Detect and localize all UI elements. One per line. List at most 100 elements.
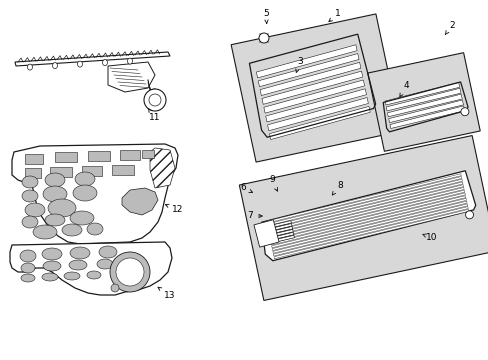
Polygon shape xyxy=(12,144,178,244)
Text: 13: 13 xyxy=(158,287,175,301)
Ellipse shape xyxy=(25,203,45,217)
Polygon shape xyxy=(266,176,461,226)
Polygon shape xyxy=(256,45,356,78)
Ellipse shape xyxy=(45,173,65,187)
Polygon shape xyxy=(270,193,465,242)
Circle shape xyxy=(460,108,468,116)
Text: 5: 5 xyxy=(263,9,268,23)
Ellipse shape xyxy=(22,176,38,188)
Ellipse shape xyxy=(77,61,82,67)
Polygon shape xyxy=(239,136,488,301)
Polygon shape xyxy=(262,71,362,104)
Ellipse shape xyxy=(52,63,58,69)
Bar xyxy=(112,165,134,175)
Text: 1: 1 xyxy=(328,9,340,22)
Ellipse shape xyxy=(22,216,38,228)
Circle shape xyxy=(465,211,472,219)
Polygon shape xyxy=(266,174,460,223)
Ellipse shape xyxy=(27,64,32,70)
Text: 4: 4 xyxy=(399,81,408,97)
Ellipse shape xyxy=(87,271,101,279)
Ellipse shape xyxy=(21,274,35,282)
Bar xyxy=(50,167,72,177)
Ellipse shape xyxy=(64,272,80,280)
Polygon shape xyxy=(270,235,294,243)
Polygon shape xyxy=(267,224,291,231)
Bar xyxy=(25,168,41,178)
Polygon shape xyxy=(258,54,358,87)
Ellipse shape xyxy=(87,223,103,235)
Polygon shape xyxy=(386,94,461,117)
Polygon shape xyxy=(272,201,466,251)
Polygon shape xyxy=(253,220,279,247)
Text: 11: 11 xyxy=(148,108,161,122)
Ellipse shape xyxy=(70,247,90,259)
Bar xyxy=(88,151,110,161)
Bar xyxy=(55,152,77,162)
Ellipse shape xyxy=(33,225,57,239)
Polygon shape xyxy=(10,242,172,295)
Bar xyxy=(120,150,140,160)
Ellipse shape xyxy=(42,248,62,260)
Text: 6: 6 xyxy=(240,184,252,193)
Ellipse shape xyxy=(43,261,61,271)
Ellipse shape xyxy=(62,224,82,236)
Polygon shape xyxy=(269,232,293,240)
Polygon shape xyxy=(150,148,175,188)
Polygon shape xyxy=(272,204,467,253)
Polygon shape xyxy=(267,179,462,229)
Polygon shape xyxy=(108,62,155,92)
Text: 12: 12 xyxy=(165,204,183,215)
Polygon shape xyxy=(268,185,463,234)
Bar xyxy=(142,150,154,158)
Ellipse shape xyxy=(43,186,67,202)
Polygon shape xyxy=(122,188,158,215)
Ellipse shape xyxy=(97,259,113,269)
Polygon shape xyxy=(267,221,291,229)
Ellipse shape xyxy=(75,172,95,186)
Polygon shape xyxy=(270,195,465,245)
Circle shape xyxy=(149,94,161,106)
Polygon shape xyxy=(384,82,459,105)
Polygon shape xyxy=(260,62,360,95)
Polygon shape xyxy=(273,209,468,259)
Polygon shape xyxy=(267,182,462,231)
Polygon shape xyxy=(261,171,475,261)
Ellipse shape xyxy=(21,263,35,273)
Ellipse shape xyxy=(73,185,97,201)
Polygon shape xyxy=(269,107,369,140)
Circle shape xyxy=(259,33,268,43)
Ellipse shape xyxy=(48,199,76,217)
Polygon shape xyxy=(273,207,468,256)
Text: 2: 2 xyxy=(445,21,454,35)
Text: 3: 3 xyxy=(295,58,302,72)
Polygon shape xyxy=(264,80,364,113)
Polygon shape xyxy=(269,229,293,237)
Circle shape xyxy=(110,252,150,292)
Text: 7: 7 xyxy=(246,211,262,220)
Polygon shape xyxy=(388,100,463,123)
Ellipse shape xyxy=(127,58,132,64)
Polygon shape xyxy=(267,98,367,131)
Ellipse shape xyxy=(99,246,117,258)
Text: 8: 8 xyxy=(332,180,342,195)
Ellipse shape xyxy=(70,211,94,225)
Ellipse shape xyxy=(20,250,36,262)
Polygon shape xyxy=(231,14,400,162)
Polygon shape xyxy=(271,198,466,248)
Text: 9: 9 xyxy=(268,175,277,191)
Bar xyxy=(82,166,102,176)
Polygon shape xyxy=(265,89,366,122)
Ellipse shape xyxy=(69,260,87,270)
Circle shape xyxy=(143,89,165,111)
Bar xyxy=(25,154,43,164)
Polygon shape xyxy=(268,226,292,234)
Polygon shape xyxy=(367,53,479,151)
Text: 10: 10 xyxy=(422,234,437,243)
Polygon shape xyxy=(269,190,464,239)
Circle shape xyxy=(116,258,143,286)
Ellipse shape xyxy=(42,273,58,281)
Polygon shape xyxy=(15,52,170,66)
Polygon shape xyxy=(389,106,464,129)
Polygon shape xyxy=(386,88,460,111)
